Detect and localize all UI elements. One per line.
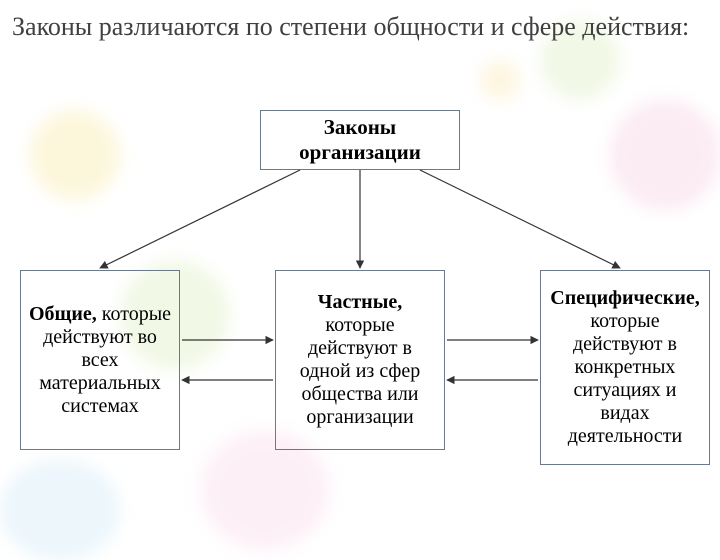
node-root-label: Законы организации xyxy=(299,115,421,164)
node-private: Частные, которые действуют в одной из сф… xyxy=(275,270,445,450)
node-specific: Специфические, которые действуют в конкр… xyxy=(540,270,710,465)
node-general-bold: Общие, xyxy=(29,303,97,325)
title-text: Законы различаются по степени общности и… xyxy=(12,12,689,41)
node-general: Общие, которые действуют во всех материа… xyxy=(20,270,180,450)
node-specific-rest: которые действуют в конкретных ситуациях… xyxy=(568,310,683,447)
slide-title: Законы различаются по степени общности и… xyxy=(12,12,708,42)
node-private-bold: Частные, xyxy=(318,291,402,313)
node-specific-bold: Специфические, xyxy=(550,287,699,309)
node-private-rest: которые действуют в одной из сфер общест… xyxy=(300,314,421,428)
node-root: Законы организации xyxy=(260,110,460,170)
